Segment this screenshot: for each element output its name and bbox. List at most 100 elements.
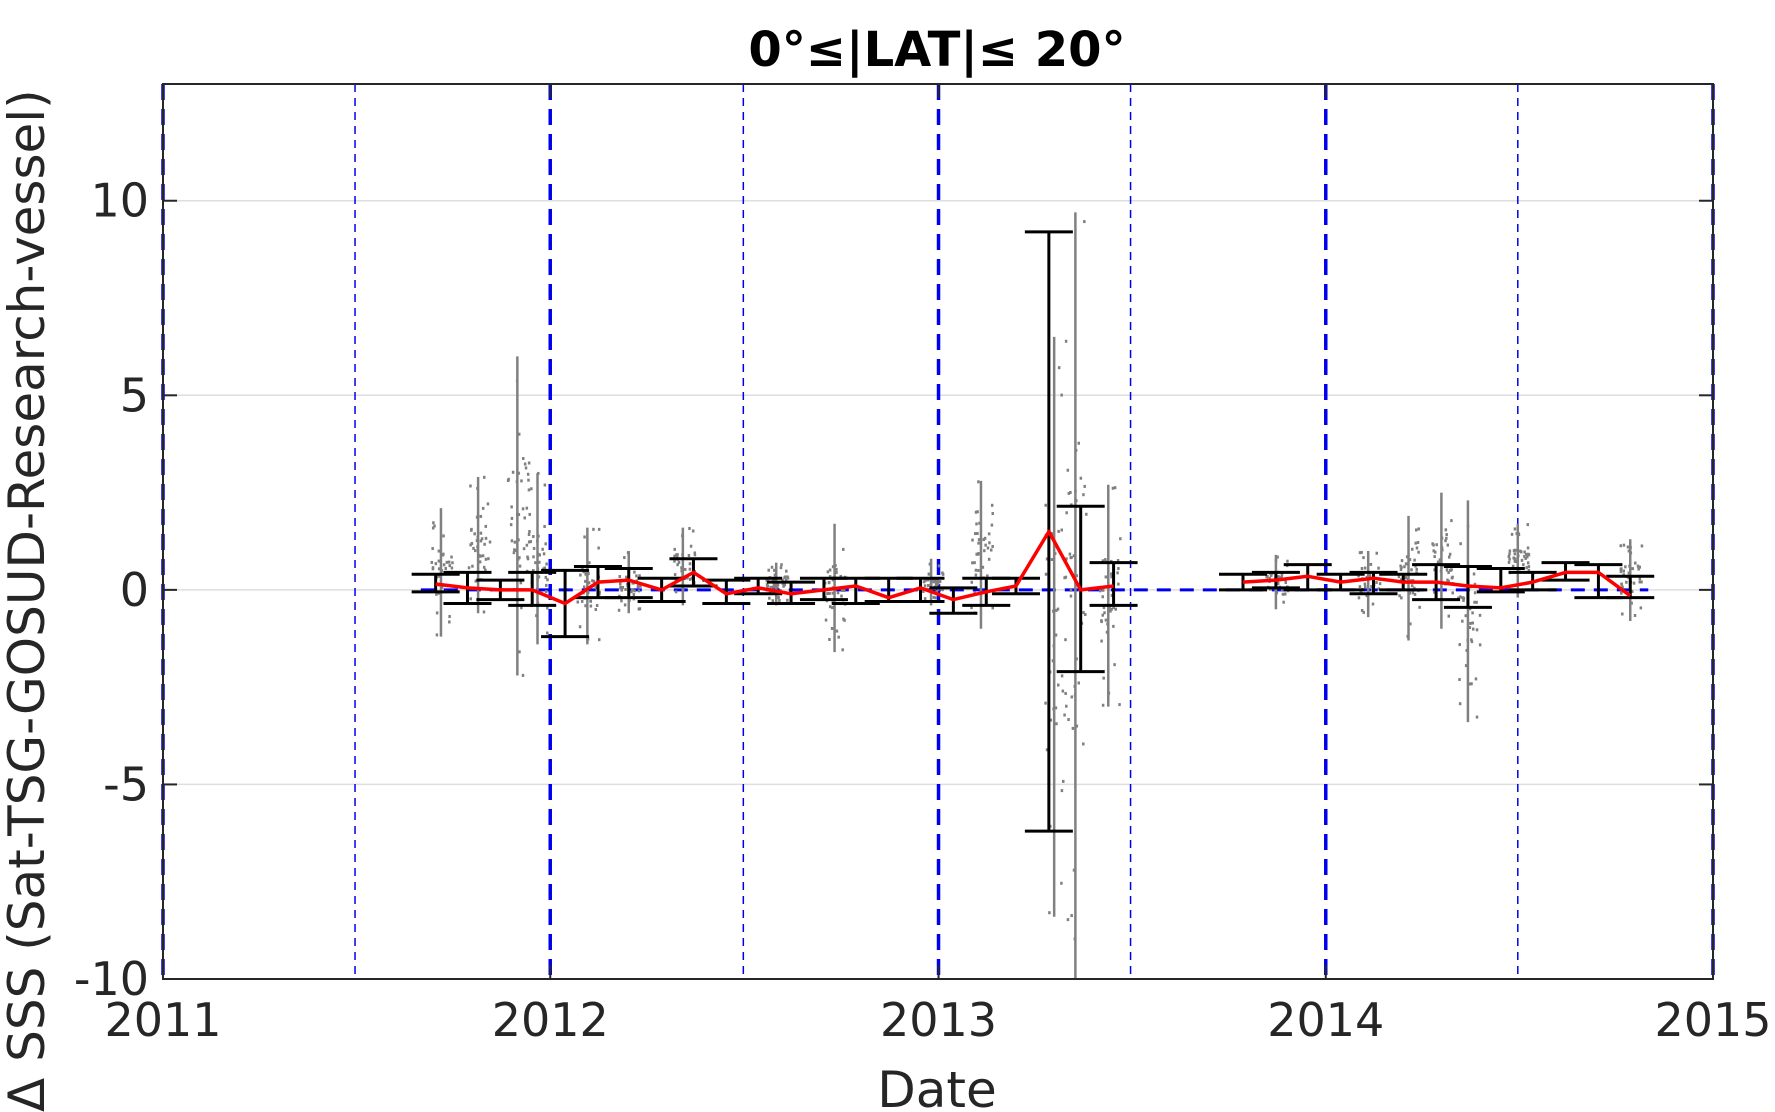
scatter-point — [527, 540, 531, 544]
scatter-point — [1526, 523, 1530, 527]
scatter-point — [1512, 549, 1516, 553]
scatter-points — [430, 212, 1644, 979]
scatter-point — [475, 539, 479, 543]
scatter-point — [440, 569, 444, 573]
scatter-point — [677, 560, 681, 564]
scatter-point — [536, 577, 539, 581]
scatter-point — [674, 578, 678, 582]
scatter-point — [1400, 596, 1403, 600]
scatter-point — [1410, 584, 1414, 588]
scatter-point — [469, 597, 472, 601]
scatter-point — [431, 567, 435, 571]
scatter-point — [527, 461, 531, 465]
scatter-point — [484, 557, 488, 561]
scatter-point — [1044, 503, 1047, 507]
scatter-point — [470, 527, 473, 531]
scatter-point — [1057, 366, 1061, 370]
scatter-point — [974, 532, 977, 536]
scatter-point — [1050, 557, 1054, 561]
scatter-point — [1451, 591, 1454, 595]
scatter-point — [597, 527, 601, 531]
scatter-point — [515, 379, 519, 383]
mean-line-segment — [435, 529, 1114, 606]
scatter-point — [1627, 549, 1631, 553]
scatter-point — [1471, 627, 1475, 631]
scatter-point — [837, 635, 840, 639]
scatter-point — [636, 584, 640, 588]
scatter-point — [1527, 553, 1531, 557]
scatter-point — [1469, 621, 1472, 625]
scatter-point — [779, 566, 783, 570]
scatter-point — [1633, 613, 1637, 617]
scatter-point — [437, 567, 441, 571]
scatter-point — [1360, 608, 1364, 612]
scatter-point — [1102, 606, 1106, 610]
scatter-point — [766, 584, 770, 588]
scatter-point — [1438, 561, 1441, 565]
x-tick-label: 2011 — [104, 993, 221, 1047]
scatter-point — [1082, 493, 1085, 497]
scatter-point — [828, 568, 832, 572]
scatter-point — [824, 595, 827, 599]
scatter-point — [450, 555, 453, 559]
scatter-point — [1075, 499, 1078, 503]
scatter-point — [688, 577, 692, 581]
scatter-point — [623, 603, 627, 607]
scatter-point — [1063, 713, 1066, 717]
scatter-point — [1432, 543, 1435, 547]
scatter-point — [1045, 557, 1049, 561]
scatter-point — [1404, 576, 1408, 580]
scatter-point — [834, 563, 837, 567]
scatter-point — [1365, 594, 1369, 598]
scatter-point — [986, 574, 989, 578]
scatter-point — [935, 581, 938, 585]
scatter-point — [1447, 555, 1451, 559]
scatter-point — [1070, 914, 1073, 918]
scatter-point — [681, 589, 685, 593]
scatter-point — [513, 548, 516, 552]
scatter-point — [538, 560, 541, 564]
scatter-point — [594, 586, 597, 590]
scatter-point — [1436, 560, 1440, 564]
scatter-point — [618, 582, 622, 586]
scatter-point — [431, 526, 435, 530]
scatter-point — [469, 543, 472, 547]
scatter-point — [531, 569, 535, 573]
scatter-point — [479, 531, 483, 535]
scatter-point — [1370, 584, 1373, 588]
scatter-point — [1413, 592, 1417, 596]
scatter-point — [1406, 634, 1409, 638]
scatter-point — [1110, 593, 1114, 597]
scatter-point — [1075, 574, 1078, 578]
scatter-point — [923, 597, 927, 601]
scatter-point — [971, 561, 974, 565]
scatter-point — [1417, 527, 1421, 531]
scatter-point — [514, 548, 517, 552]
scatter-point — [619, 586, 622, 590]
scatter-point — [486, 502, 490, 506]
scatter-point — [991, 512, 995, 516]
scatter-point — [1064, 339, 1068, 343]
scatter-point — [1360, 566, 1364, 570]
scatter-point — [683, 567, 687, 571]
scatter-point — [1060, 674, 1064, 678]
scatter-point — [532, 546, 536, 550]
scatter-point — [620, 588, 623, 592]
scatter-point — [445, 560, 449, 564]
scatter-point — [1072, 868, 1076, 872]
scatter-point — [1371, 602, 1375, 606]
scatter-point — [1629, 551, 1633, 555]
scatter-point — [1640, 544, 1644, 548]
scatter-point — [971, 538, 974, 542]
scatter-point — [584, 572, 587, 576]
scatter-point — [1104, 558, 1107, 562]
scatter-point — [1406, 577, 1410, 581]
scatter-point — [481, 506, 485, 510]
scatter-point — [523, 462, 527, 466]
scatter-point — [828, 637, 831, 641]
scatter-point — [782, 584, 785, 588]
scatter-point — [1079, 476, 1083, 480]
scatter-point — [777, 595, 780, 599]
scatter-point — [674, 553, 678, 557]
scatter-point — [448, 564, 451, 568]
